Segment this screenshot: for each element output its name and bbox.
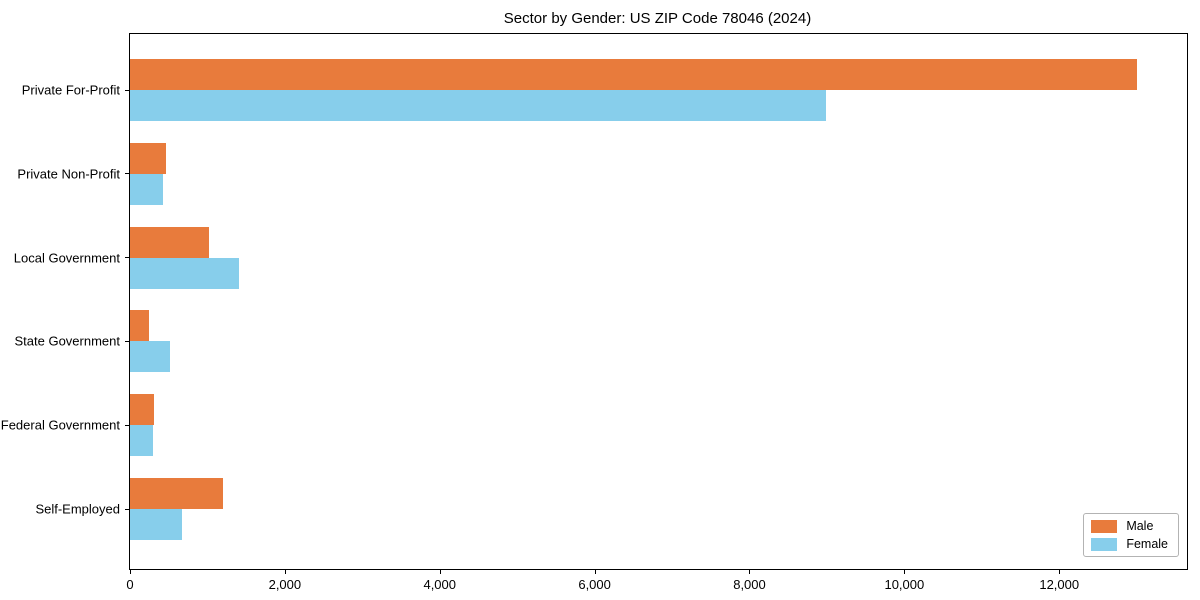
y-tick-label: Federal Government [0,417,120,433]
bar-male [130,59,1137,90]
legend: Male Female [1083,513,1179,557]
x-tick [749,569,751,574]
chart-title: Sector by Gender: US ZIP Code 78046 (202… [503,10,812,27]
x-tick [439,569,441,574]
legend-item: Female [1091,537,1168,551]
bar-male [130,310,149,342]
y-tick-label: Private Non-Profit [17,166,120,182]
y-tick-label: State Government [14,333,121,349]
x-tick [594,569,596,574]
y-tick-label: Local Government [13,250,120,266]
bar-male [130,142,167,174]
bar-female [130,425,153,457]
x-tick [284,569,286,574]
legend-swatch-male [1091,519,1118,533]
y-tick-label: Private For-Profit [21,82,120,98]
y-tick [125,257,130,259]
x-tick-label: 12,000 [1039,577,1080,592]
y-tick [125,340,130,342]
y-tick-label: Self-Employed [35,501,120,517]
y-tick [125,173,130,175]
x-tick-label: 0 [126,577,134,592]
y-tick [125,508,130,510]
y-tick [125,424,130,426]
bar-female [130,509,182,540]
bar-male [130,226,209,258]
x-tick-label: 6,000 [578,577,611,592]
x-tick [130,569,131,574]
bar-female [130,257,240,289]
y-tick [125,89,130,91]
x-tick-label: 4,000 [423,577,457,592]
bar-female [130,173,163,205]
legend-item: Male [1091,519,1168,533]
bar-male [130,478,223,509]
legend-label: Male [1126,519,1154,533]
x-tick-label: 10,000 [884,577,925,592]
x-tick-label: 2,000 [268,577,302,592]
bar-female [130,90,827,121]
x-tick-label: 8,000 [733,577,766,592]
legend-swatch-female [1091,537,1118,551]
bar-male [130,394,155,426]
plot-area: Private For-Profit Private Non-Profit Loca… [1,33,1188,592]
x-tick [904,569,906,574]
legend-label: Female [1126,537,1168,551]
x-tick [1059,569,1061,574]
bar-female [130,341,171,373]
